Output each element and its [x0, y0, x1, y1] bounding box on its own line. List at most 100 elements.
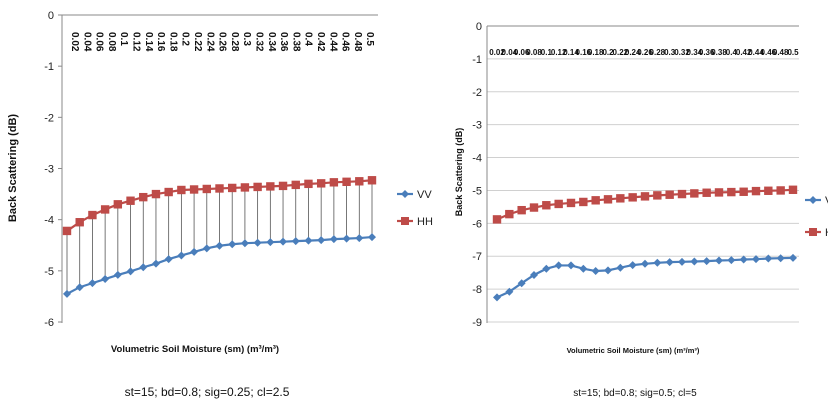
- data-point: [228, 240, 237, 249]
- data-point: [266, 182, 275, 191]
- data-point: [616, 194, 625, 203]
- series-hh: [62, 176, 377, 236]
- x-tick-label: 0.04: [81, 32, 92, 52]
- x-tick-label: 0.5: [787, 48, 799, 57]
- x-tick-label: 0.46: [340, 32, 351, 52]
- x-tick-label: 0.04: [502, 48, 518, 57]
- y-tick-label: 0: [476, 21, 482, 33]
- legend-label: HH: [825, 227, 828, 239]
- data-point: [228, 183, 237, 193]
- data-point: [75, 283, 84, 292]
- data-point: [529, 203, 539, 212]
- data-point: [739, 255, 748, 264]
- series-hh: [492, 185, 798, 224]
- x-tick-label: 0.24: [204, 32, 215, 52]
- x-tick-label: 0.48: [773, 48, 789, 57]
- x-tick-label: 0.34: [687, 48, 703, 57]
- data-point: [714, 188, 724, 197]
- data-point: [342, 177, 351, 187]
- data-point: [63, 289, 71, 298]
- data-point: [542, 264, 551, 273]
- data-point: [727, 187, 736, 197]
- data-point: [591, 267, 600, 276]
- x-tick-label: 0.28: [650, 48, 666, 57]
- data-point: [554, 261, 563, 270]
- data-point: [776, 186, 785, 195]
- x-tick-label: 0.38: [290, 32, 301, 52]
- x-tick-label: 0.42: [315, 32, 326, 52]
- data-point: [579, 264, 588, 273]
- legend-label: VV: [825, 195, 828, 207]
- y-tick-label: -5: [472, 185, 482, 197]
- x-tick-label: 0.22: [192, 32, 203, 52]
- data-point: [702, 188, 711, 197]
- x-tick-label: 0.2: [602, 48, 614, 57]
- y-tick-label: -6: [44, 317, 54, 329]
- data-point: [727, 256, 736, 265]
- data-point: [530, 270, 538, 279]
- data-point: [139, 263, 148, 272]
- data-point: [202, 244, 211, 253]
- y-tick-label: -9: [472, 317, 482, 329]
- data-point: [190, 247, 199, 256]
- x-tick-label: 0.34: [266, 32, 277, 52]
- data-point: [604, 266, 612, 275]
- data-point: [702, 257, 711, 266]
- y-tick-label: -5: [44, 266, 54, 278]
- data-point: [542, 201, 551, 210]
- data-point: [304, 236, 313, 245]
- x-tick-label: 0.32: [674, 48, 690, 57]
- data-point: [665, 190, 674, 199]
- data-point: [690, 257, 699, 266]
- y-tick-label: -6: [472, 218, 482, 230]
- series-vv: [493, 253, 797, 302]
- data-point: [253, 182, 262, 192]
- data-point: [215, 241, 224, 250]
- data-point: [628, 193, 637, 202]
- x-tick-label: 0.4: [303, 32, 314, 46]
- data-point: [788, 185, 798, 194]
- x-tick-label: 0.26: [217, 32, 228, 52]
- x-tick-label: 0.02: [489, 48, 505, 57]
- x-tick-label: 0.14: [143, 32, 154, 52]
- y-tick-label: -8: [472, 284, 482, 296]
- x-tick-label: 0.46: [761, 48, 777, 57]
- data-point: [789, 253, 797, 262]
- data-point: [100, 205, 110, 214]
- data-point: [279, 237, 288, 246]
- x-tick-label: 0.36: [699, 48, 715, 57]
- data-point: [240, 239, 249, 248]
- x-tick-label: 0.06: [94, 32, 105, 52]
- legend-marker: [809, 196, 817, 204]
- data-point: [665, 258, 674, 267]
- x-tick-label: 0.42: [736, 48, 752, 57]
- data-point: [75, 218, 84, 227]
- data-point: [752, 255, 760, 264]
- data-point: [715, 256, 723, 265]
- data-point: [677, 189, 687, 199]
- y-axis-title: Back Scattering (dB): [454, 128, 464, 217]
- y-axis-title: Back Scattering (dB): [7, 114, 19, 223]
- x-axis-title: Volumetric Soil Moisture (sm) (m³/m³): [567, 346, 700, 355]
- legend-marker: [809, 228, 817, 236]
- x-tick-label: 0.18: [588, 48, 604, 57]
- x-tick-label: 0.26: [637, 48, 653, 57]
- data-point: [567, 261, 575, 270]
- x-axis-title: Volumetric Soil Moisture (sm) (m³/m³): [111, 344, 279, 355]
- data-point: [640, 192, 650, 201]
- data-point: [164, 187, 173, 197]
- x-tick-label: 0.1: [541, 48, 553, 57]
- x-tick-label: 0.3: [241, 32, 252, 46]
- x-tick-label: 0.44: [748, 48, 764, 57]
- y-tick-label: -3: [472, 120, 482, 132]
- x-tick-label: 0.08: [106, 32, 117, 52]
- y-tick-label: -1: [472, 54, 482, 66]
- x-tick-label: 0.16: [576, 48, 592, 57]
- data-point: [776, 254, 785, 263]
- x-tick-label: 0.44: [327, 32, 338, 52]
- data-point: [678, 257, 686, 266]
- chart-left: 0 -1 -2 -3 -4 -5 -6 0.02 0.04 0.06 0.08 0.1 0.12 0.14…: [7, 10, 433, 399]
- data-point: [355, 234, 364, 243]
- data-point: [113, 270, 122, 279]
